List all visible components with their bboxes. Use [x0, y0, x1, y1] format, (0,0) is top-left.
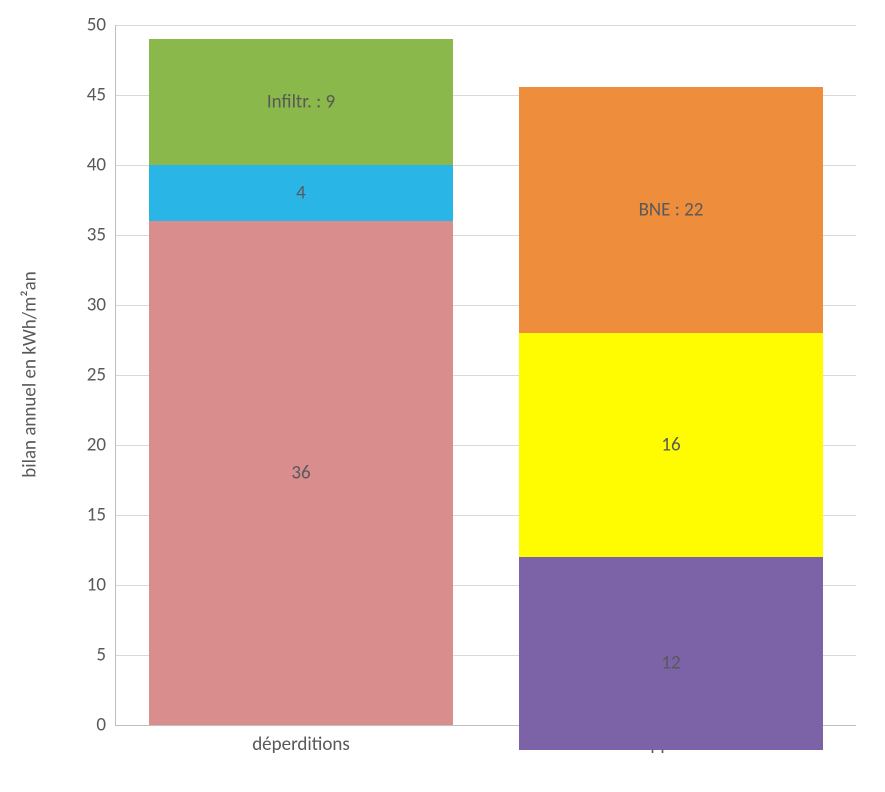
seg-deperditions-infiltr-label: Infiltr. : 9	[267, 91, 335, 114]
seg-apports-bne: BNE : 22	[519, 87, 822, 333]
ytick-label: 15	[87, 504, 116, 527]
seg-deperditions-36-label: 36	[291, 462, 310, 485]
seg-apports-12-label: 12	[661, 652, 680, 675]
seg-apports-16: 16	[519, 333, 822, 557]
ytick-label: 35	[87, 224, 116, 247]
seg-deperditions-36: 36	[149, 221, 452, 725]
gridline	[116, 25, 856, 26]
chart-container: bilan annuel en kWh/m²an 0 5 10 15 20 25 30 35 4…	[0, 0, 885, 792]
seg-apports-16-label: 16	[661, 434, 680, 457]
ytick-label: 25	[87, 364, 116, 387]
ytick-label: 20	[87, 434, 116, 457]
ytick-label: 10	[87, 574, 116, 597]
seg-apports-12: 12	[519, 557, 822, 750]
seg-apports-bne-label: BNE : 22	[639, 198, 704, 221]
seg-deperditions-4-label: 4	[296, 182, 306, 205]
ytick-label: 5	[96, 644, 116, 667]
ytick-label: 30	[87, 294, 116, 317]
seg-deperditions-4: 4	[149, 165, 452, 221]
ytick-label: 50	[87, 14, 116, 37]
yaxis-title: bilan annuel en kWh/m²an	[19, 225, 42, 525]
ytick-label: 0	[96, 714, 116, 737]
ytick-label: 40	[87, 154, 116, 177]
xtick-label: déperditions	[252, 725, 350, 756]
ytick-label: 45	[87, 84, 116, 107]
seg-deperditions-infiltr: Infiltr. : 9	[149, 39, 452, 165]
plot-area: 05101520253035404550déperditions364Infil…	[115, 25, 856, 726]
